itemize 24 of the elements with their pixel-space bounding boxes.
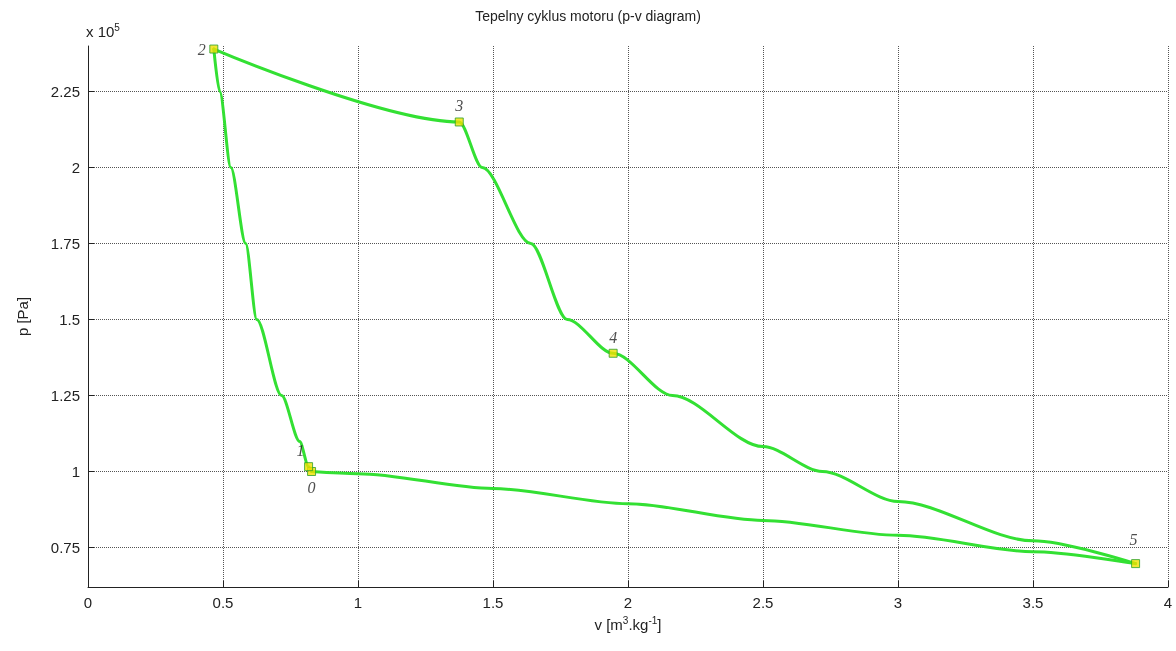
chart-title: Tepelny cyklus motoru (p-v diagram) <box>475 8 701 24</box>
x-tick-label: 4 <box>1163 594 1173 611</box>
x-tick-label: 0 <box>83 594 93 611</box>
annotation: 1 <box>296 442 305 460</box>
x-tick-label: 3 <box>893 594 903 611</box>
y-tick-label: 1.75 <box>50 235 80 253</box>
y-tick-label: 2.25 <box>50 83 80 101</box>
y-tick-label: 1.5 <box>59 311 80 329</box>
annotation: 4 <box>609 328 618 346</box>
annotation: 2 <box>197 40 206 58</box>
x-tick-label: 2 <box>623 594 633 611</box>
y-tick-label: 2 <box>71 159 80 177</box>
y-tick-label: 1.25 <box>50 387 80 405</box>
y-axis-title: p [Pa] <box>14 296 31 337</box>
x-tick-label: 2.5 <box>752 594 774 611</box>
x-tick-label: 3.5 <box>1022 594 1044 611</box>
annotation: 0 <box>307 479 316 497</box>
y-tick-label: 0.75 <box>50 538 80 556</box>
annotation: 3 <box>454 97 464 115</box>
x-tick-label: 0.5 <box>212 594 234 611</box>
x-tick-label: 1.5 <box>482 594 504 611</box>
y-tick-label: 1 <box>71 463 80 481</box>
x-tick-label: 1 <box>353 594 363 611</box>
annotation: 5 <box>1129 531 1138 549</box>
